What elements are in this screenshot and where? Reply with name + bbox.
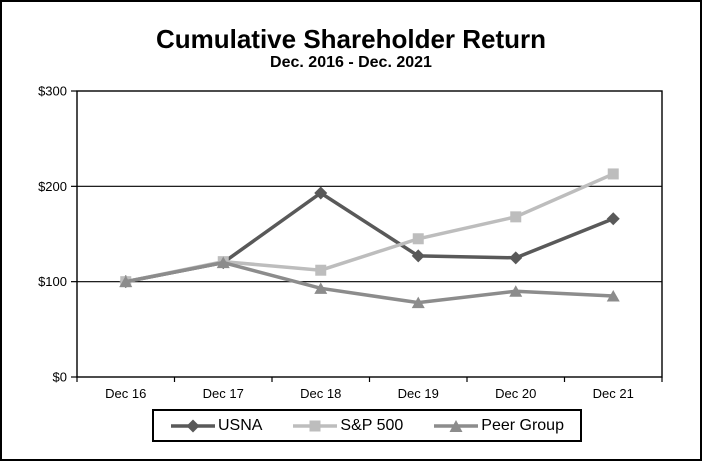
series-marker-s-p-500 — [607, 168, 619, 180]
series-marker-peer-group — [411, 296, 425, 309]
chart-title: Cumulative Shareholder Return — [155, 24, 547, 54]
x-axis-label: Dec 20 — [495, 386, 536, 401]
chart-subtitle: Dec. 2016 - Dec. 2021 — [270, 54, 432, 71]
y-axis-label: $100 — [38, 274, 67, 289]
series-marker-peer-group — [119, 275, 133, 288]
series-marker-usna — [606, 212, 620, 226]
y-axis-label: $0 — [53, 370, 67, 385]
legend: USNA S&P 500 Peer Group — [152, 409, 582, 442]
y-axis-label: $200 — [38, 179, 67, 194]
series-marker-usna — [314, 186, 328, 200]
x-axis-label: Dec 16 — [105, 386, 146, 401]
triangle-marker-icon — [434, 419, 479, 432]
legend-item-sp500: S&P 500 — [292, 417, 403, 435]
legend-label-usna: USNA — [218, 416, 263, 434]
legend-item-usna: USNA — [170, 417, 262, 435]
series-marker-usna — [411, 249, 425, 263]
series-marker-peer-group — [314, 282, 328, 294]
x-axis-label: Dec 17 — [203, 386, 244, 401]
x-axis-label: Dec 18 — [300, 386, 341, 401]
square-marker-icon — [293, 420, 338, 431]
series-line-s-p-500 — [125, 172, 614, 284]
legend-label-sp500: S&P 500 — [340, 416, 404, 434]
series-marker-s-p-500 — [510, 211, 522, 223]
series-marker-peer-group — [509, 285, 523, 297]
series-marker-peer-group — [216, 256, 230, 269]
series-marker-s-p-500 — [315, 264, 327, 276]
series-line-peer-group — [125, 260, 614, 305]
legend-label-peer-group: Peer Group — [481, 416, 564, 434]
y-axis-label: $300 — [38, 84, 67, 99]
x-axis-label: Dec 21 — [593, 386, 634, 401]
series-marker-peer-group — [606, 289, 620, 302]
legend-item-peer-group: Peer Group — [433, 417, 564, 435]
series-marker-s-p-500 — [412, 233, 424, 245]
diamond-marker-icon — [171, 419, 215, 432]
series-marker-usna — [509, 251, 523, 265]
x-axis-label: Dec 19 — [398, 386, 439, 401]
